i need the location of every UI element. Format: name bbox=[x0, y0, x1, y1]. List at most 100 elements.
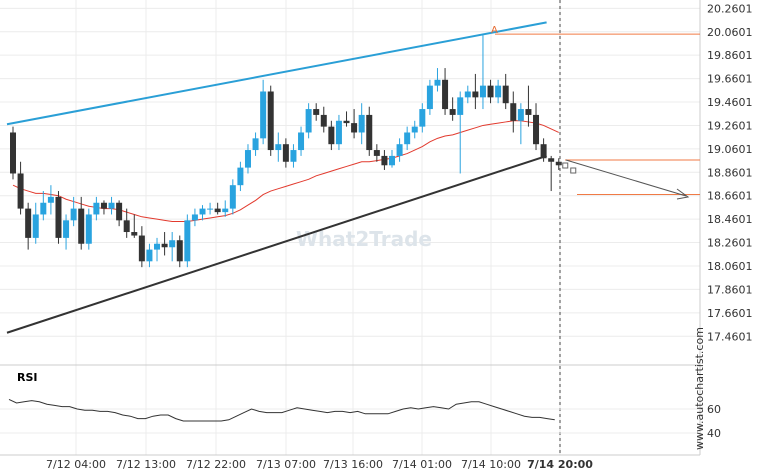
candle-body bbox=[199, 208, 206, 215]
candle-body bbox=[191, 214, 198, 221]
candle-body bbox=[305, 109, 312, 133]
candle-body bbox=[366, 114, 373, 151]
candle-body bbox=[358, 114, 365, 133]
candle-body bbox=[298, 132, 305, 151]
candle-body bbox=[442, 79, 449, 110]
candle-body bbox=[533, 114, 540, 145]
candle-body bbox=[229, 185, 236, 209]
pattern-point-label: A bbox=[491, 25, 498, 36]
candle-body bbox=[381, 155, 388, 166]
price-axis-ticks: 20.2601 20.0601 19.8601 19.6601 19.4601 19.26… bbox=[707, 2, 753, 343]
price-tick-label: 18.6601 bbox=[707, 190, 753, 203]
candle-body bbox=[548, 158, 555, 162]
candle-body bbox=[517, 109, 524, 121]
candle-body bbox=[244, 150, 251, 168]
candle-body bbox=[161, 243, 168, 248]
time-tick-label: 7/12 04:00 bbox=[46, 458, 106, 471]
candle-body bbox=[282, 144, 289, 162]
time-tick-label: 7/14 20:00 bbox=[527, 458, 593, 471]
candle-body bbox=[154, 243, 161, 250]
candle-body bbox=[123, 220, 130, 233]
upper-trend-line bbox=[6, 21, 547, 126]
candle-body bbox=[100, 202, 107, 209]
candle-body bbox=[472, 91, 479, 98]
candle-body bbox=[373, 150, 380, 156]
candle-body bbox=[555, 161, 562, 166]
candle-body bbox=[419, 109, 426, 127]
candle-body bbox=[487, 85, 494, 98]
candle-body bbox=[411, 126, 418, 133]
time-axis-ticks: 7/12 04:00 7/12 13:00 7/12 22:00 7/13 07:00… bbox=[46, 458, 593, 471]
candle-body bbox=[40, 202, 47, 215]
candle-body bbox=[214, 208, 221, 213]
candle-body bbox=[479, 85, 486, 98]
candle-body bbox=[184, 220, 191, 262]
price-tick-label: 19.8601 bbox=[707, 49, 753, 62]
candle-body bbox=[63, 220, 70, 238]
candle-body bbox=[404, 132, 411, 145]
candle-body bbox=[495, 85, 502, 98]
candle-body bbox=[396, 144, 403, 156]
candle-body bbox=[275, 144, 282, 151]
candle-body bbox=[313, 109, 320, 115]
price-tick-label: 17.4601 bbox=[707, 330, 753, 343]
candle-body bbox=[55, 196, 62, 238]
price-tick-label: 17.8601 bbox=[707, 283, 753, 296]
price-tick-label: 18.4601 bbox=[707, 213, 753, 226]
candle-body bbox=[320, 114, 327, 127]
time-tick-label: 7/14 01:00 bbox=[392, 458, 452, 471]
candle-body bbox=[449, 109, 456, 115]
time-tick-label: 7/14 10:00 bbox=[461, 458, 521, 471]
candle-body bbox=[464, 91, 471, 98]
forecast-arrow-line bbox=[565, 159, 687, 197]
candle-body bbox=[207, 208, 214, 210]
candle-body bbox=[10, 132, 16, 174]
lower-trend-line bbox=[6, 154, 547, 334]
price-tick-label: 20.2601 bbox=[707, 2, 753, 15]
time-tick-label: 7/13 07:00 bbox=[256, 458, 316, 471]
forecast-arrow-head bbox=[676, 188, 690, 200]
candle-body bbox=[290, 150, 297, 162]
price-tick-label: 18.0601 bbox=[707, 260, 753, 273]
candle-body bbox=[93, 202, 100, 215]
time-tick-label: 7/12 13:00 bbox=[116, 458, 176, 471]
price-tick-label: 19.0601 bbox=[707, 143, 753, 156]
price-tick-label: 19.4601 bbox=[707, 96, 753, 109]
rsi-tick-label: 60 bbox=[707, 403, 721, 416]
candle-body bbox=[138, 235, 145, 262]
candle-body bbox=[540, 144, 547, 159]
candle-body bbox=[510, 103, 517, 121]
candle-body bbox=[457, 97, 464, 115]
rsi-label: RSI bbox=[17, 371, 38, 384]
rsi-tick-label: 40 bbox=[707, 427, 721, 440]
candle-body bbox=[328, 126, 335, 145]
candle-body bbox=[176, 240, 183, 262]
candle-body bbox=[85, 214, 92, 244]
source-label: www.autochartist.com bbox=[693, 327, 706, 450]
candle-body bbox=[131, 232, 138, 236]
candle-body bbox=[146, 249, 153, 262]
forecast-candle bbox=[570, 167, 577, 174]
price-tick-label: 19.2601 bbox=[707, 119, 753, 132]
candle-body bbox=[47, 196, 54, 203]
price-tick-label: 19.6601 bbox=[707, 73, 753, 86]
candle-body bbox=[343, 120, 350, 124]
candle-body bbox=[267, 91, 274, 151]
candle-body bbox=[434, 79, 441, 86]
candle-body bbox=[32, 214, 39, 238]
candle-body bbox=[335, 120, 342, 145]
candle-body bbox=[351, 123, 358, 133]
candle-body bbox=[502, 85, 509, 104]
candle-body bbox=[116, 202, 123, 221]
candle-body bbox=[525, 109, 532, 115]
time-tick-label: 7/12 22:00 bbox=[186, 458, 246, 471]
candle-body bbox=[25, 208, 32, 238]
candle-body bbox=[252, 138, 259, 151]
time-tick-label: 7/13 16:00 bbox=[323, 458, 383, 471]
price-tick-label: 17.6601 bbox=[707, 307, 753, 320]
rsi-line bbox=[8, 398, 555, 422]
candle-body bbox=[17, 173, 24, 209]
rsi-panel: 60 40 bbox=[0, 398, 721, 440]
candle-body bbox=[70, 208, 77, 221]
